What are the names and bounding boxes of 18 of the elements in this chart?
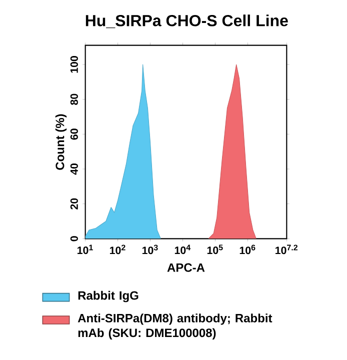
x-tick-label: 10$^{7.2}$ (276, 244, 298, 254)
y-tick-label: 0 (70, 236, 78, 242)
chart-title: Hu_SIRPa CHO-S Cell Line (86, 14, 288, 28)
y-tick-label: 60 (70, 128, 78, 140)
y-tick-label: 100 (70, 56, 78, 73)
x-tick-label: 10$^{3}$ (142, 244, 158, 254)
x-tick-label: 10$^{2}$ (110, 244, 126, 254)
y-tick-label: 80 (70, 94, 78, 105)
x-tick-label: 10$^{4}$ (174, 244, 191, 254)
x-tick-label: 10$^{1}$ (78, 244, 93, 254)
x-axis-title: APC-A (167, 263, 205, 272)
legend-label: Rabbit IgG (78, 290, 138, 302)
y-tick-label: 20 (70, 198, 78, 210)
x-tick-label: 10$^{5}$ (207, 244, 223, 254)
legend-label: Anti-SIRPa(DM8) antibody; Rabbit mAb (SKU: DME100008) (78, 314, 272, 340)
y-tick-label: 40 (70, 163, 78, 175)
y-axis-title: Count (%) (55, 114, 67, 170)
x-tick-label: 10$^{6}$ (240, 244, 256, 254)
